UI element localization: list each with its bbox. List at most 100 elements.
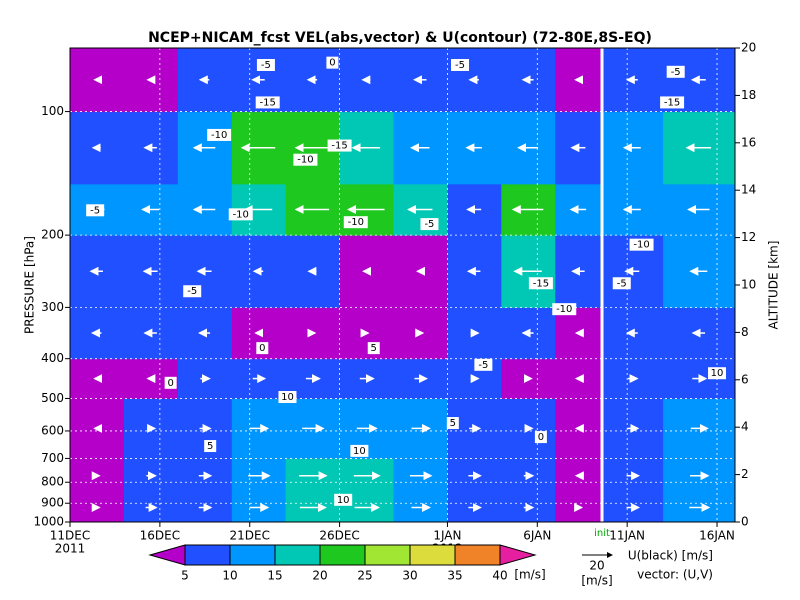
contour-label-box [256, 342, 269, 355]
contour-label: 0 [538, 432, 544, 443]
contour-label-box [350, 444, 369, 457]
chart-title: NCEP+NICAM_fcst VEL(abs,vector) & U(cont… [148, 30, 652, 46]
colorbar-label: 20 [312, 569, 327, 583]
y2-tick-label: 2 [741, 467, 749, 481]
y2-axis-label: ALTITUDE [km] [767, 241, 781, 330]
y2-tick-label: 18 [741, 88, 756, 102]
contour-label-box [327, 139, 352, 152]
colorbar-label: 30 [402, 569, 417, 583]
contour-label-box [86, 204, 105, 217]
contour-label: 10 [353, 446, 366, 457]
contour-label-box [446, 417, 459, 430]
colorbar-label: 35 [447, 569, 462, 583]
y-tick-label: 400 [41, 351, 64, 365]
x-tick-label: 16JAN [699, 529, 735, 543]
contour-label-box [278, 391, 297, 404]
colorbar-segment [148, 544, 186, 566]
contour-label-box [334, 493, 353, 506]
contour-label: -10 [211, 130, 227, 141]
contour-label: -15 [664, 97, 680, 108]
x-tick-label: 11JAN [609, 529, 645, 543]
y-tick-label: 500 [41, 391, 64, 405]
contour-label: -5 [617, 278, 627, 289]
y2-tick-label: 4 [741, 420, 749, 434]
contour-label-box [474, 358, 493, 371]
contour-label-box [629, 238, 654, 251]
colorbar-segment [229, 544, 276, 566]
contour-label: -10 [297, 155, 313, 166]
colorbar-segment [499, 544, 537, 566]
colorbar-label: 25 [357, 569, 372, 583]
contour-label-box [164, 376, 177, 389]
colorbar-segment [364, 544, 411, 566]
y2-tick-label: 8 [741, 325, 749, 339]
contour-label: -5 [478, 360, 488, 371]
y2-tick-label: 6 [741, 372, 749, 386]
contour-label-box [207, 128, 232, 141]
x-tick-label: 1JAN [433, 529, 461, 543]
contour-label-box [343, 216, 368, 229]
x-tick-label: 26DEC [319, 529, 359, 543]
colorbar-segment [274, 544, 321, 566]
contour-label: -15 [533, 278, 549, 289]
colorbar-label: 5 [181, 569, 189, 583]
contour-label: 0 [329, 58, 335, 69]
year-label: 2011 [55, 542, 86, 556]
y-tick-label: 100 [41, 104, 64, 118]
vectors [87, 75, 712, 513]
contour-label: -10 [348, 217, 364, 228]
colorbar-label: 10 [222, 569, 237, 583]
contour-label-box [228, 208, 253, 221]
note: U(black) [m/s] [628, 549, 713, 563]
contour-label-box [420, 218, 439, 231]
contour-label-box [612, 277, 631, 290]
colorbar-segment [454, 544, 501, 566]
contour-label-box [256, 58, 275, 71]
contour-label: -10 [233, 209, 249, 220]
contour-label: 5 [371, 343, 377, 354]
contour-label-box [293, 153, 318, 166]
x-tick-label: 11DEC [50, 529, 90, 543]
contour-label: -10 [556, 304, 572, 315]
contour-label: 0 [167, 378, 173, 389]
contour-label: -5 [261, 60, 271, 71]
contour-label-box [183, 285, 202, 298]
y-tick-label: 1000 [33, 515, 64, 529]
contour-label: 0 [259, 343, 265, 354]
vector-key-value: 20 [589, 559, 604, 573]
contour-label-box [204, 440, 217, 453]
contour-label: -5 [90, 205, 100, 216]
contour-label-box [451, 58, 470, 71]
contour-label: -15 [331, 141, 347, 152]
x-tick-label: 16DEC [140, 529, 180, 543]
contour-label-box [660, 96, 685, 109]
contour-label-box [255, 96, 280, 109]
contour-label-box [528, 277, 553, 290]
contour-label: 10 [337, 495, 350, 506]
y2-tick-label: 10 [741, 278, 756, 292]
contour-label-box [326, 56, 339, 69]
contour-label-box [666, 65, 685, 78]
y-tick-label: 600 [41, 423, 64, 437]
contour-label: 5 [207, 441, 213, 452]
colorbar-label: 40 [492, 569, 507, 583]
y-tick-label: 300 [41, 300, 64, 314]
colorbar-segment [409, 544, 456, 566]
y-tick-label: 900 [41, 496, 64, 510]
contour-label-box [367, 342, 380, 355]
note: vector: (U,V) [637, 568, 713, 582]
contour-label-box [708, 367, 727, 380]
init-label: init [594, 528, 610, 539]
colorbar-segment [184, 544, 231, 566]
x-tick-label: 21DEC [229, 529, 269, 543]
vector-key-unit: [m/s] [581, 574, 612, 588]
contour-label: 10 [281, 392, 294, 403]
y2-tick-label: 14 [741, 183, 756, 197]
contour-label: -5 [455, 60, 465, 71]
contour-label-box [534, 431, 547, 444]
y-tick-label: 200 [41, 228, 64, 242]
contour-label: -5 [424, 219, 434, 230]
y-tick-label: 800 [41, 475, 64, 489]
contour-label: -5 [671, 67, 681, 78]
